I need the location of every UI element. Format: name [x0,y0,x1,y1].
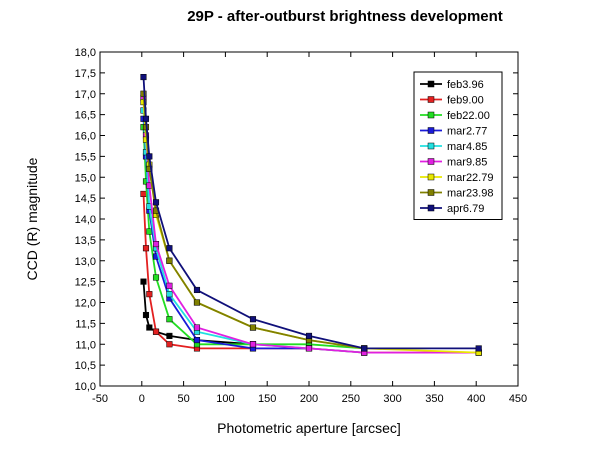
legend-marker [427,127,435,134]
x-tick-label: 250 [342,393,360,405]
data-point [166,291,173,298]
y-tick-label: 12,0 [75,298,96,310]
x-tick-label: 0 [139,393,145,405]
x-tick-label: 400 [467,393,485,405]
legend-marker [427,173,435,181]
legend-label: mar4.85 [447,141,487,153]
y-tick-label: 17,5 [75,68,96,80]
legend-label: mar23.98 [447,188,493,200]
data-point [193,324,201,331]
legend-marker [427,80,435,88]
data-point [166,332,173,339]
data-point [361,345,368,352]
data-point [142,245,150,252]
data-point [140,190,147,197]
y-tick-label: 12,5 [75,277,96,289]
data-point [152,274,160,281]
y-tick-label: 16,0 [75,131,96,143]
data-point [140,74,147,81]
axes-ticks: -50 0 50 100 150 200 250 300 350 400 450 10,0 10,5 11… [75,47,528,405]
y-tick-label: 16,5 [75,110,96,122]
series-apr6.79 [140,74,482,352]
data-point [142,115,150,122]
x-tick-label: 100 [216,393,234,405]
legend-label: feb3.96 [447,79,484,91]
y-tick-label: 11,5 [75,318,96,330]
y-axis-label: CCD (R) magnitude [24,157,40,280]
legend-marker [427,111,435,119]
data-point [146,291,153,298]
y-tick-label: 14,0 [75,214,96,226]
x-tick-label: 200 [300,393,318,405]
data-point [166,245,173,252]
data-point [166,316,173,323]
data-point [146,165,153,172]
legend-item: mar4.85 [420,141,487,153]
y-tick-label: 15,0 [75,172,96,184]
x-tick-label: 350 [425,393,443,405]
x-tick-label: 450 [509,393,527,405]
data-point [166,341,173,348]
data-point [475,345,482,352]
y-tick-label: 10,0 [75,381,96,393]
legend-item: feb3.96 [420,79,484,91]
legend-label: mar22.79 [447,172,493,184]
y-tick-label: 13,0 [75,256,96,268]
data-point [166,282,173,289]
y-tick-label: 13,5 [75,235,96,247]
legend-marker [427,96,435,103]
y-tick-label: 18,0 [75,47,96,59]
legend-label: apr6.79 [447,203,484,215]
x-tick-label: 300 [383,393,401,405]
data-point [249,316,257,323]
legend-label: feb9.00 [447,95,484,107]
y-tick-label: 11,0 [75,339,96,351]
series-layer [140,74,482,356]
legend-item: apr6.79 [420,203,484,215]
data-point [142,311,150,319]
legend-item: mar22.79 [420,172,493,184]
legend-label: mar9.85 [447,157,487,169]
data-point [146,324,153,331]
series-line [142,77,479,350]
data-point [249,341,257,348]
data-point [152,328,160,335]
legend-item: mar2.77 [420,126,487,138]
series-line [142,127,365,350]
y-tick-label: 15,5 [75,151,96,163]
legend-marker [427,189,435,196]
data-point [152,241,160,248]
data-point [146,153,153,160]
series-line [142,97,479,354]
x-axis-label: Photometric aperture [arcsec] [217,420,401,436]
legend-marker [427,204,435,212]
legend-label: feb22.00 [447,110,490,122]
x-tick-label: 150 [258,393,276,405]
data-point [305,332,313,339]
data-point [152,199,160,206]
legend-label: mar2.77 [447,126,487,138]
legend: feb3.96 feb9.00 feb22.00 mar2.77 mar4.85 mar9… [413,71,503,220]
data-point [140,278,147,285]
y-tick-label: 10,5 [75,360,96,372]
legend-marker [427,158,435,165]
data-point [193,299,201,306]
y-tick-label: 17,0 [75,89,96,101]
series-mar23.98 [140,90,368,352]
data-point [193,286,201,294]
data-point [193,337,201,344]
data-point [166,257,173,264]
legend-item: feb9.00 [420,95,484,107]
data-point [249,324,257,331]
data-point [305,345,313,352]
x-tick-label: 50 [177,393,189,405]
legend-marker [427,142,435,150]
legend-item: feb22.00 [420,110,490,122]
x-tick-label: -50 [92,393,108,405]
legend-item: mar23.98 [420,188,493,200]
y-tick-label: 14,5 [75,193,96,205]
legend-item: mar9.85 [420,157,487,169]
chart-title: 29P - after-outburst brightness developm… [187,8,503,25]
